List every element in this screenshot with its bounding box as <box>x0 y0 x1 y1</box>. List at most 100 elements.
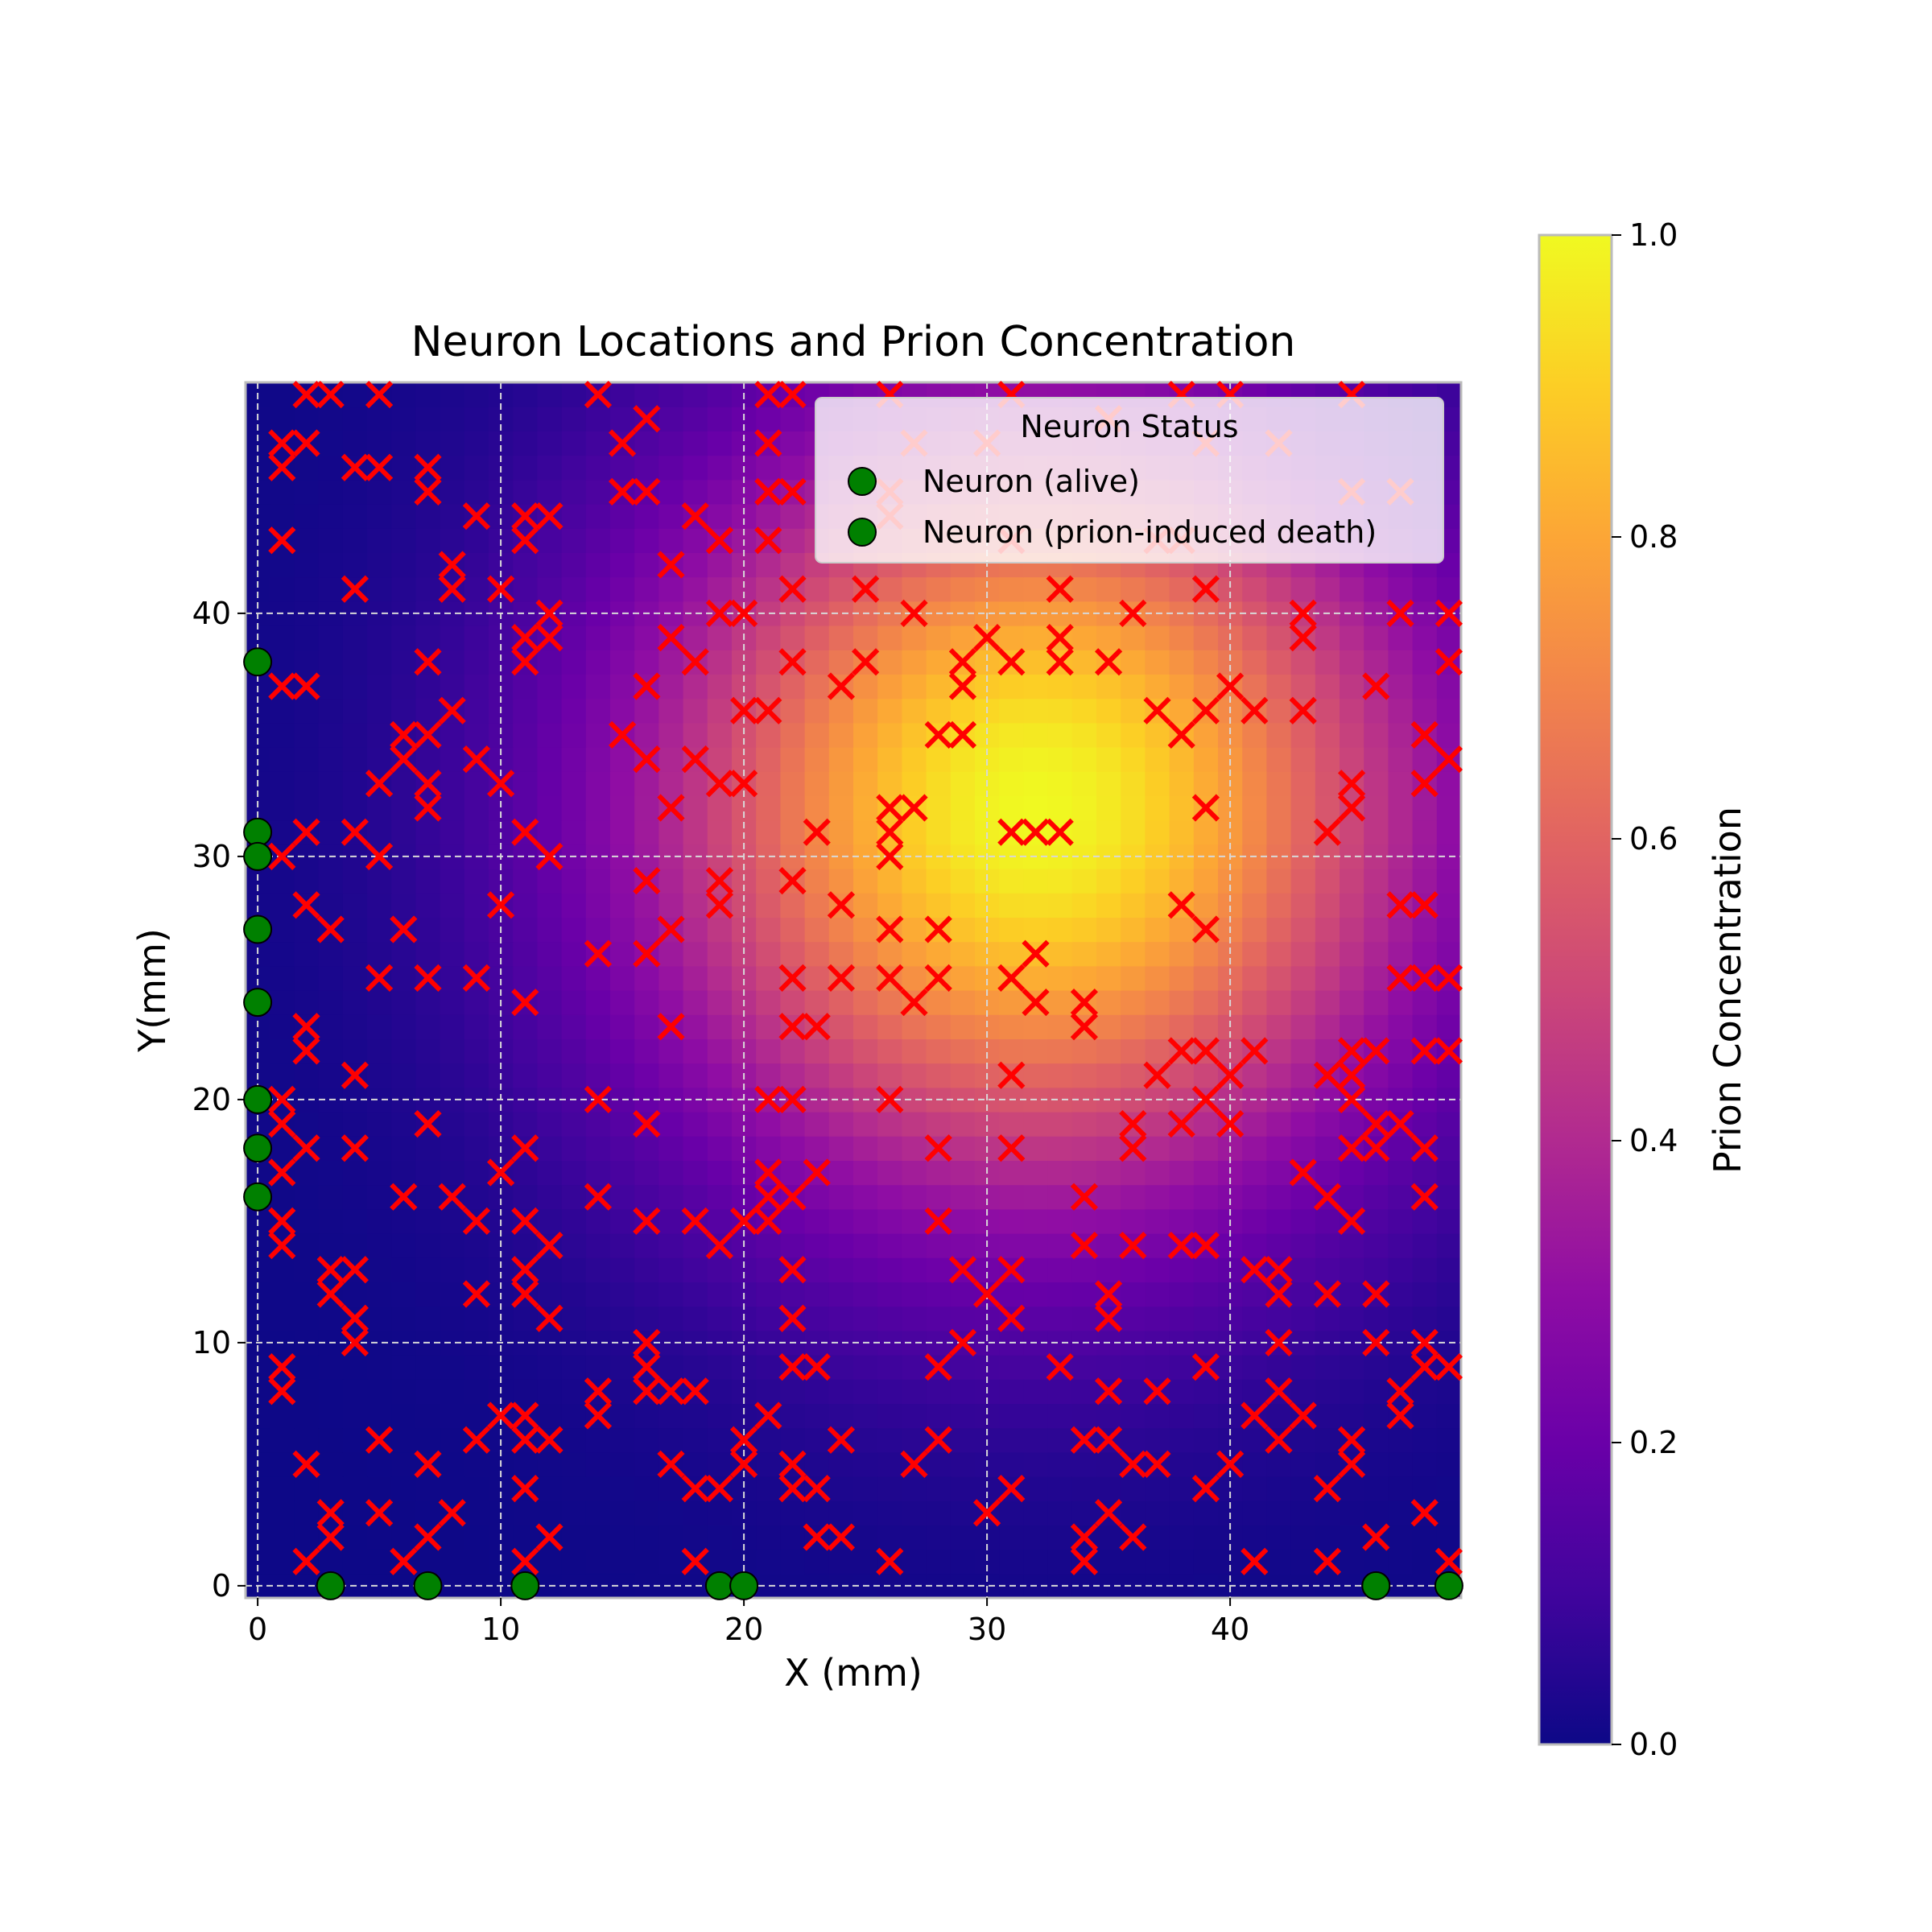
dead-neuron-marker <box>341 1061 369 1089</box>
heatmap-cell <box>1412 1014 1438 1039</box>
dead-neuron-marker <box>997 648 1026 676</box>
heatmap-cell <box>902 1208 927 1234</box>
heatmap-cell <box>342 1160 368 1186</box>
dead-neuron-marker <box>292 1013 320 1041</box>
heatmap-cell <box>634 1063 659 1088</box>
dead-neuron-marker <box>827 672 856 700</box>
heatmap-cell <box>707 1549 733 1575</box>
heatmap-cell <box>999 1549 1024 1575</box>
heatmap-cell <box>342 407 368 431</box>
heatmap-cell <box>610 1257 635 1282</box>
heatmap-cell <box>561 455 587 481</box>
heatmap-cell <box>294 1184 320 1210</box>
dead-neuron-marker <box>948 1256 977 1284</box>
heatmap-cell <box>561 479 587 505</box>
heatmap-cell <box>1315 650 1340 675</box>
dead-neuron-marker <box>705 1474 734 1503</box>
heatmap-cell <box>367 528 392 553</box>
heatmap-cell <box>902 1501 927 1525</box>
heatmap-cell <box>464 1063 489 1088</box>
heatmap-cell <box>464 698 489 724</box>
heatmap-cell <box>1388 1233 1414 1258</box>
heatmap-cell <box>415 1233 441 1258</box>
heatmap-cell <box>610 1549 635 1575</box>
colorbar-tick-label: 0.8 <box>1629 519 1678 555</box>
heatmap-cell <box>1266 1038 1292 1064</box>
heatmap-cell <box>1047 1525 1073 1550</box>
heatmap-cell <box>707 965 733 991</box>
heatmap-cell <box>1315 893 1340 918</box>
heatmap-cell <box>1121 795 1146 821</box>
dead-neuron-marker <box>705 770 734 798</box>
heatmap-cell <box>561 1427 587 1453</box>
heatmap-cell <box>1436 819 1462 845</box>
heatmap-cell <box>464 1549 489 1575</box>
heatmap-cell <box>1388 1038 1414 1064</box>
dead-neuron-marker <box>1070 1231 1099 1260</box>
dead-neuron-marker <box>1313 1280 1342 1308</box>
heatmap-cell <box>926 1525 952 1550</box>
heatmap-cell <box>1388 722 1414 748</box>
dead-neuron-marker <box>754 696 782 724</box>
heatmap-cell <box>634 431 659 456</box>
heatmap-cell <box>1388 1257 1414 1282</box>
heatmap-cell <box>610 1208 635 1234</box>
dead-neuron-marker <box>268 1158 296 1187</box>
heatmap-cell <box>853 1184 878 1210</box>
heatmap-cell <box>1096 625 1121 650</box>
heatmap-cell <box>585 674 611 700</box>
heatmap-cell <box>926 1014 952 1039</box>
heatmap-cell <box>294 1257 320 1282</box>
heatmap-cell <box>561 795 587 821</box>
dead-neuron-marker <box>827 891 856 919</box>
heatmap-cell <box>270 819 295 845</box>
heatmap-cell <box>634 1257 659 1282</box>
heatmap-cell <box>1047 869 1073 894</box>
heatmap-cell <box>585 965 611 991</box>
heatmap-cell <box>561 625 587 650</box>
heatmap-cell <box>1290 1038 1316 1064</box>
heatmap-cell <box>610 1184 635 1210</box>
heatmap-cell <box>1364 795 1389 821</box>
legend-alive-marker <box>848 467 877 496</box>
heatmap-cell <box>513 917 538 943</box>
heatmap-cell <box>1096 1525 1121 1550</box>
heatmap-cell <box>610 1306 635 1331</box>
heatmap-cell <box>926 771 952 796</box>
heatmap-cell <box>513 576 538 602</box>
heatmap-cell <box>464 1038 489 1064</box>
heatmap-cell <box>828 1233 854 1258</box>
heatmap-cell <box>440 650 465 675</box>
heatmap-cell <box>1193 1014 1219 1039</box>
heatmap-cell <box>246 1257 270 1282</box>
heatmap-cell <box>367 1476 392 1501</box>
heatmap-cell <box>1071 795 1097 821</box>
dead-neuron-marker <box>729 1426 758 1454</box>
heatmap-cell <box>950 1038 976 1064</box>
heatmap-cell <box>1364 1257 1389 1282</box>
heatmap-cell <box>658 1208 684 1234</box>
heatmap-cell <box>391 1476 416 1501</box>
heatmap-cell <box>1315 674 1340 700</box>
dead-neuron-marker <box>486 575 515 603</box>
heatmap-cell <box>610 576 635 602</box>
heatmap-cell <box>853 1063 878 1088</box>
heatmap-cell <box>585 431 611 456</box>
heatmap-cell <box>464 917 489 943</box>
heatmap-cell <box>1315 698 1340 724</box>
heatmap-cell <box>756 1427 781 1453</box>
heatmap-cell <box>634 552 659 578</box>
heatmap-cell <box>585 1136 611 1161</box>
heatmap-cell <box>707 1184 733 1210</box>
heatmap-cell <box>464 893 489 918</box>
dead-neuron-marker <box>511 1280 539 1308</box>
heatmap-cell <box>342 1549 368 1575</box>
dead-neuron-marker <box>1410 1134 1439 1162</box>
heatmap-cell <box>294 1112 320 1137</box>
heatmap-cell <box>1388 1355 1414 1380</box>
heatmap-cell <box>756 917 781 943</box>
x-axis-ticks: 0 10 20 30 40 <box>248 1598 1249 1647</box>
heatmap-cell <box>1121 819 1146 845</box>
heatmap-cell <box>294 1355 320 1380</box>
